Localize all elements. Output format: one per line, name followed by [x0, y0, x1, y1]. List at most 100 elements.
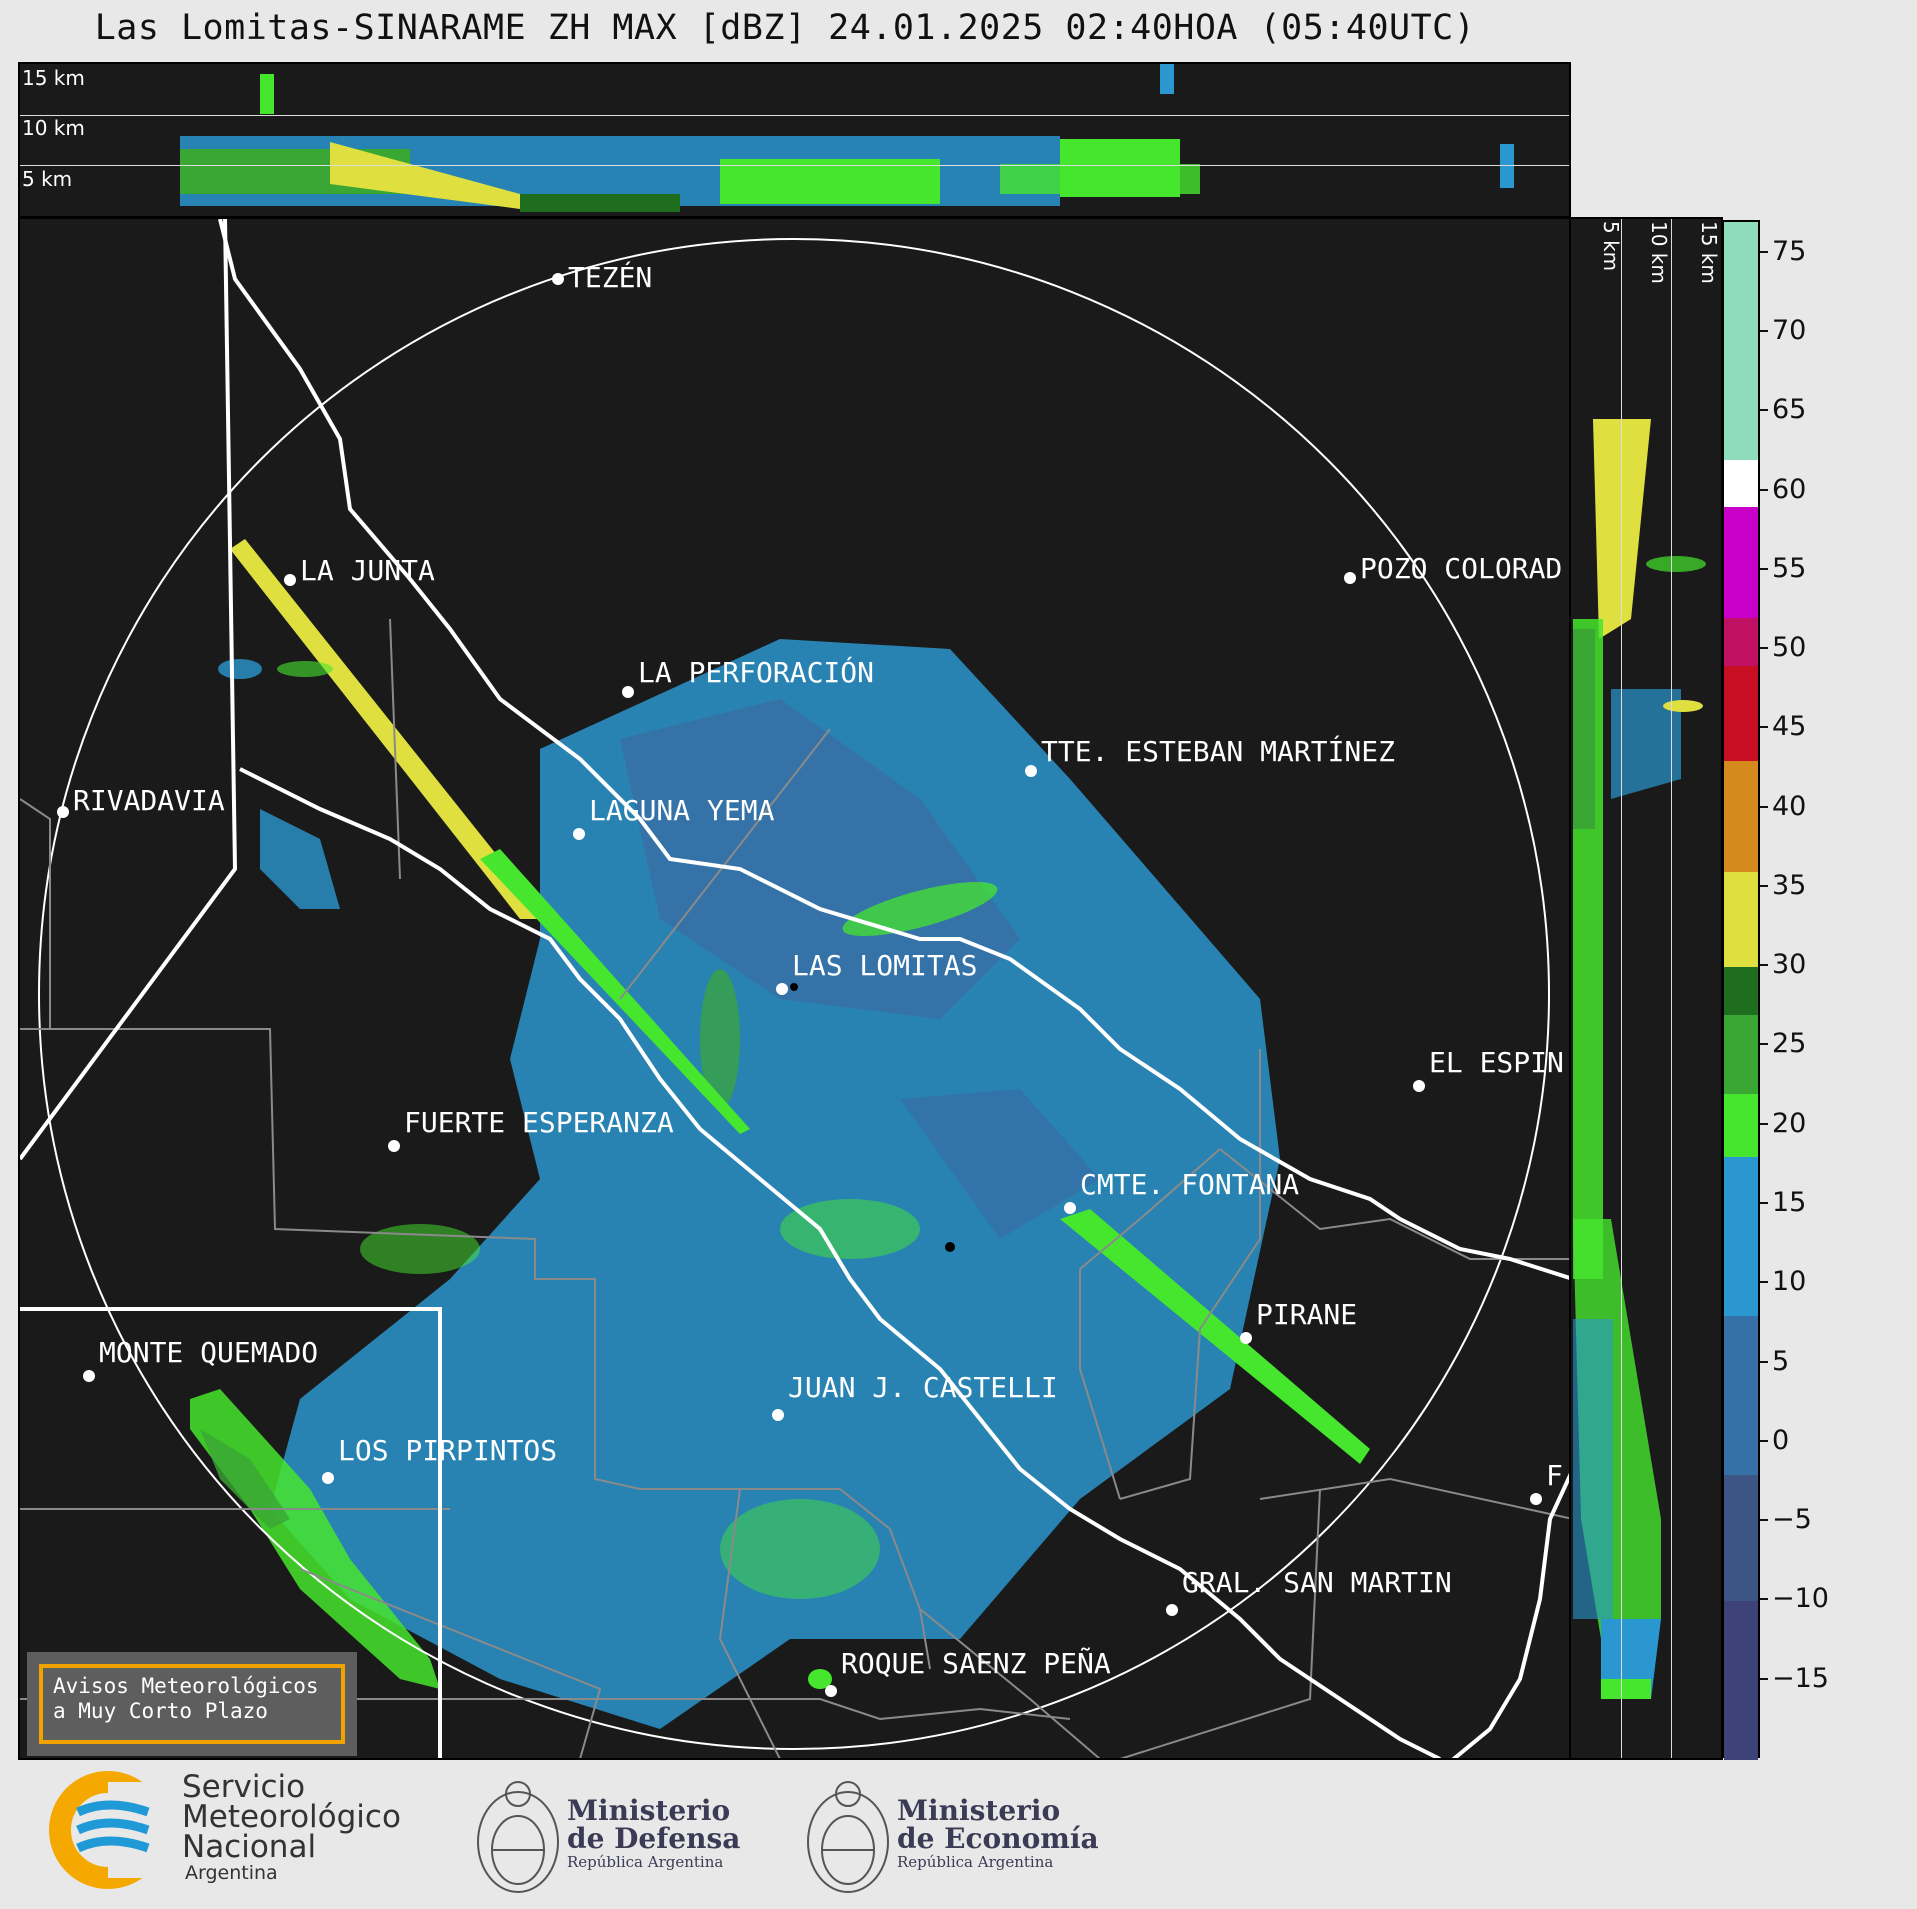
altitude-label-10km: 10 km [22, 116, 85, 140]
colorbar-tick [1760, 805, 1768, 808]
smn-country: Argentina [185, 1862, 278, 1884]
location-label: LA PERFORACIÓN [638, 656, 875, 689]
location-dot [1530, 1493, 1542, 1505]
page-title: Las Lomitas-SINARAME ZH MAX [dBZ] 24.01.… [94, 8, 1476, 48]
colorbar-band [1724, 1157, 1758, 1317]
location-dot [1413, 1080, 1425, 1092]
altitude-label-5km: 5 km [22, 167, 73, 191]
location-dot [772, 1409, 784, 1421]
location-label: LAS LOMITAS [792, 949, 978, 982]
colorbar-tick-label: 60 [1772, 473, 1807, 505]
colorbar-tick [1760, 726, 1768, 729]
province-boundaries [20, 219, 1569, 1758]
colorbar-tick-label: 10 [1772, 1266, 1807, 1298]
colorbar-tick [1760, 1122, 1768, 1125]
colorbar-tick [1760, 409, 1768, 412]
colorbar-tick [1760, 964, 1768, 967]
economia-logo-text: Ministerio de Economía República Argenti… [897, 1797, 1099, 1872]
defensa-line-1: Ministerio [567, 1794, 731, 1827]
colorbar-tick-label: 35 [1772, 869, 1807, 901]
notice-box[interactable]: Avisos Meteorológicos a Muy Corto Plazo [27, 1652, 357, 1756]
colorbar [1722, 220, 1760, 1760]
colorbar-tick [1760, 1677, 1768, 1680]
location-dot [1064, 1202, 1076, 1214]
colorbar-tick [1760, 488, 1768, 491]
colorbar-band [1724, 761, 1758, 873]
altitude-label-5km: 5 km [1599, 221, 1623, 272]
colorbar-tick [1760, 1281, 1768, 1284]
location-label: F [1546, 1459, 1563, 1492]
altitude-line-10km [20, 115, 1569, 116]
location-dot [284, 574, 296, 586]
altitude-line-5km [1621, 219, 1622, 1758]
colorbar-tick [1760, 567, 1768, 570]
location-dot [552, 273, 564, 285]
smn-logo-text: Servicio Meteorológico Nacional [182, 1769, 401, 1865]
economia-line-2: de Economía [897, 1822, 1099, 1855]
colorbar-tick-label: 25 [1772, 1028, 1807, 1060]
colorbar-tick-label: 0 [1772, 1424, 1790, 1456]
smn-line-2: Meteorológico [182, 1799, 401, 1835]
altitude-line-10km [1671, 219, 1672, 1758]
notice-line-2: a Muy Corto Plazo [53, 1699, 268, 1723]
location-label: LA JUNTA [300, 554, 435, 587]
location-label: MONTE QUEMADO [99, 1336, 319, 1369]
colorbar-tick-label: 45 [1772, 711, 1807, 743]
colorbar-tick [1760, 884, 1768, 887]
notice-line-1: Avisos Meteorológicos [53, 1674, 319, 1698]
colorbar-band [1724, 459, 1758, 508]
altitude-label-10km: 10 km [1647, 221, 1671, 284]
location-dot [388, 1140, 400, 1152]
location-label: LOS PIRPINTOS [338, 1434, 558, 1467]
colorbar-band [1724, 1474, 1758, 1602]
right-cross-section: 5 km 10 km 15 km [1569, 217, 1723, 1760]
colorbar-tick-label: 50 [1772, 632, 1807, 664]
location-dot [622, 686, 634, 698]
colorbar-tick-label: 40 [1772, 790, 1807, 822]
economia-sub: República Argentina [897, 1853, 1054, 1871]
colorbar-band [1724, 967, 1758, 1015]
colorbar-tick [1760, 1598, 1768, 1601]
location-dot [1166, 1604, 1178, 1616]
smn-logo-icon [49, 1771, 168, 1889]
colorbar-tick-label: 15 [1772, 1187, 1807, 1219]
radar-site-marker [790, 983, 798, 991]
colorbar-tick [1760, 1519, 1768, 1522]
smn-line-1: Servicio [182, 1769, 306, 1805]
defensa-coat-of-arms-icon [477, 1781, 559, 1893]
location-dot [83, 1370, 95, 1382]
location-label: JUAN J. CASTELLI [788, 1371, 1058, 1404]
colorbar-tick-label: 70 [1772, 314, 1807, 346]
defensa-line-2: de Defensa [567, 1822, 741, 1855]
colorbar-tick [1760, 1439, 1768, 1442]
location-dot [1025, 765, 1037, 777]
location-label: GRAL. SAN MARTIN [1182, 1566, 1452, 1599]
notice-frame: Avisos Meteorológicos a Muy Corto Plazo [39, 1664, 345, 1744]
colorbar-tick [1760, 1360, 1768, 1363]
location-dot [322, 1472, 334, 1484]
location-label: LAGUNA YEMA [589, 794, 775, 827]
colorbar-band [1724, 1601, 1758, 1760]
location-dot [57, 806, 69, 818]
colorbar-band [1724, 222, 1758, 460]
colorbar-tick [1760, 647, 1768, 650]
smn-line-3: Nacional [182, 1829, 317, 1865]
altitude-label-15km: 15 km [1697, 221, 1721, 284]
department-boundaries [20, 618, 1569, 1758]
location-dot [776, 983, 788, 995]
radar-map-canvas [20, 219, 1569, 1758]
colorbar-tick-label: 20 [1772, 1107, 1807, 1139]
colorbar-band [1724, 1014, 1758, 1095]
location-label: RIVADAVIA [73, 784, 225, 817]
colorbar-tick-label: 65 [1772, 394, 1807, 426]
radar-map[interactable]: TEZÉN LA JUNTA POZO COLORAD LA PERFORACI… [18, 217, 1571, 1760]
altitude-line-5km [20, 165, 1569, 166]
location-label: ROQUE SAENZ PEÑA [841, 1647, 1111, 1680]
location-label: EL ESPIN [1429, 1046, 1564, 1079]
location-label: POZO COLORAD [1360, 552, 1563, 585]
colorbar-tick-label: 30 [1772, 949, 1807, 981]
colorbar-tick-label: 5 [1772, 1345, 1790, 1377]
colorbar-tick-label: −10 [1772, 1583, 1829, 1615]
defensa-sub: República Argentina [567, 1853, 724, 1871]
location-label: FUERTE ESPERANZA [404, 1106, 674, 1139]
